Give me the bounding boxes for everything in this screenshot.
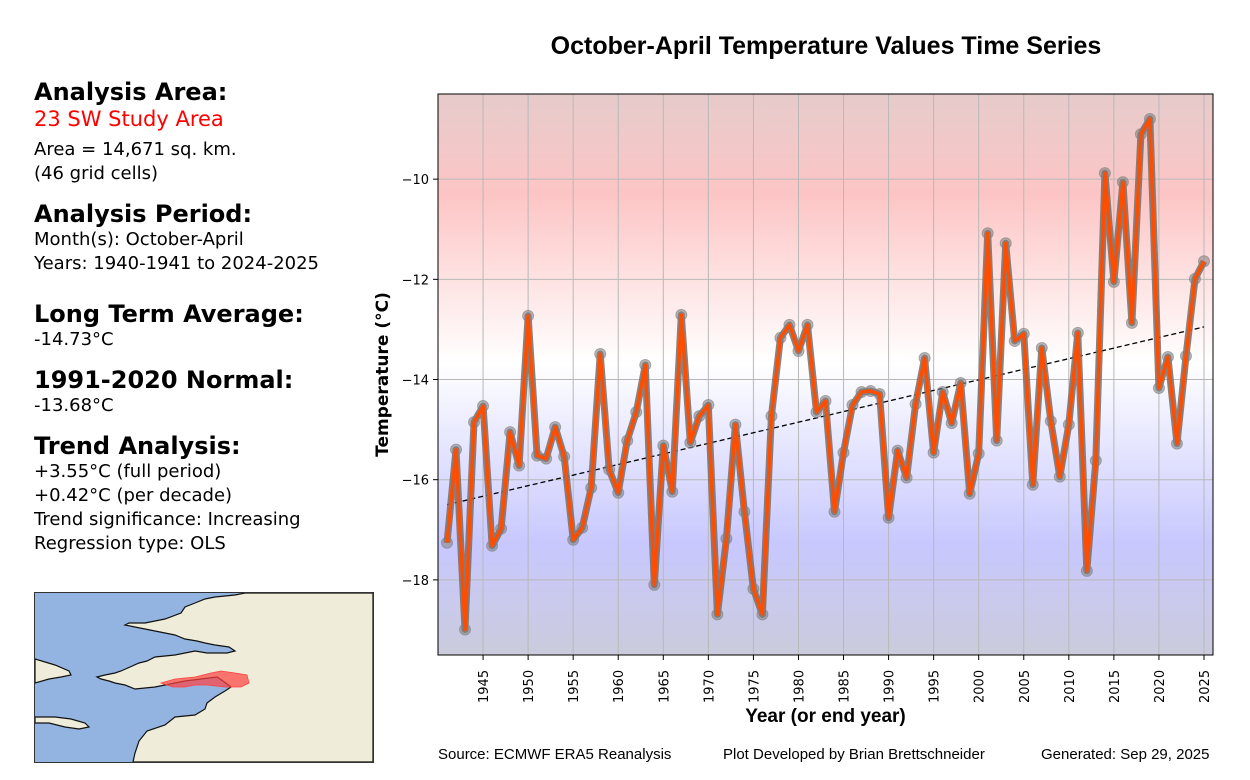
trend-analysis-heading: Trend Analysis: bbox=[34, 432, 241, 460]
months: Month(s): October-April bbox=[34, 229, 244, 250]
analysis-period-heading: Analysis Period: bbox=[34, 200, 253, 228]
area-size: Area = 14,671 sq. km. bbox=[34, 139, 237, 160]
x-axis-label: Year (or end year) bbox=[745, 706, 906, 727]
generated-date: Generated: Sep 29, 2025 bbox=[1041, 746, 1210, 763]
years: Years: 1940-1941 to 2024-2025 bbox=[34, 253, 320, 274]
analysis-area-heading: Analysis Area: bbox=[34, 78, 228, 106]
x-tick-label: 1980 bbox=[792, 670, 807, 703]
x-tick-label: 2010 bbox=[1063, 670, 1078, 703]
y-tick-label: −14 bbox=[402, 374, 429, 389]
x-tick-label: 1960 bbox=[612, 670, 627, 703]
info-panel: Analysis Area: 23 SW Study Area Area = 1… bbox=[34, 78, 394, 556]
y-tick-label: −10 bbox=[402, 173, 429, 188]
x-tick-label: 2000 bbox=[973, 670, 988, 703]
x-tick-label: 1995 bbox=[928, 670, 943, 703]
x-tick-label: 1965 bbox=[657, 670, 672, 703]
long-term-average-value: -14.73°C bbox=[34, 329, 114, 350]
area-name: 23 SW Study Area bbox=[34, 107, 224, 131]
normal-heading: 1991-2020 Normal: bbox=[34, 366, 294, 394]
x-tick-label: 2020 bbox=[1153, 670, 1168, 703]
trend-significance: Trend significance: Increasing bbox=[34, 509, 301, 530]
axes-layer: 1945 1950 1955 1960 1965 1970 1975 1980 1985 1990… bbox=[402, 173, 1213, 703]
y-axis-label: Temperature (°C) bbox=[373, 292, 393, 457]
x-tick-label: 2025 bbox=[1198, 670, 1213, 703]
x-tick-label: 2005 bbox=[1018, 670, 1033, 703]
trend-full-period: +3.55°C (full period) bbox=[34, 461, 222, 482]
y-tick-label: −12 bbox=[402, 273, 429, 288]
long-term-average-heading: Long Term Average: bbox=[34, 300, 304, 328]
x-tick-label: 1945 bbox=[477, 670, 492, 703]
x-tick-label: 1975 bbox=[747, 670, 762, 703]
map-study-area bbox=[159, 670, 250, 688]
x-tick-label: 1990 bbox=[883, 670, 898, 703]
map-graphic bbox=[35, 593, 373, 762]
chart-title: October-April Temperature Values Time Se… bbox=[550, 32, 1102, 60]
series-line bbox=[445, 117, 1206, 632]
map-island-south bbox=[35, 716, 91, 730]
x-tick-label: 1955 bbox=[567, 670, 582, 703]
grid-cells: (46 grid cells) bbox=[34, 163, 158, 184]
x-tick-label: 1985 bbox=[838, 670, 853, 703]
regression-type: Regression type: OLS bbox=[34, 533, 226, 554]
x-tick-label: 1970 bbox=[702, 670, 717, 703]
trend-per-decade: +0.42°C (per decade) bbox=[34, 485, 233, 506]
locator-map bbox=[34, 592, 374, 763]
normal-value: -13.68°C bbox=[34, 395, 114, 416]
grid-lines bbox=[438, 94, 1213, 655]
x-tick-label: 2015 bbox=[1108, 670, 1123, 703]
developer-credit: Plot Developed by Brian Brettschneider bbox=[723, 746, 985, 763]
y-tick-label: −18 bbox=[402, 574, 429, 589]
source-credit: Source: ECMWF ERA5 Reanalysis bbox=[438, 746, 672, 763]
series-layer bbox=[441, 113, 1210, 636]
map-island-west bbox=[35, 658, 72, 684]
x-tick-label: 1950 bbox=[522, 670, 537, 703]
plot-frame bbox=[437, 93, 1214, 656]
y-tick-label: −16 bbox=[402, 474, 429, 489]
